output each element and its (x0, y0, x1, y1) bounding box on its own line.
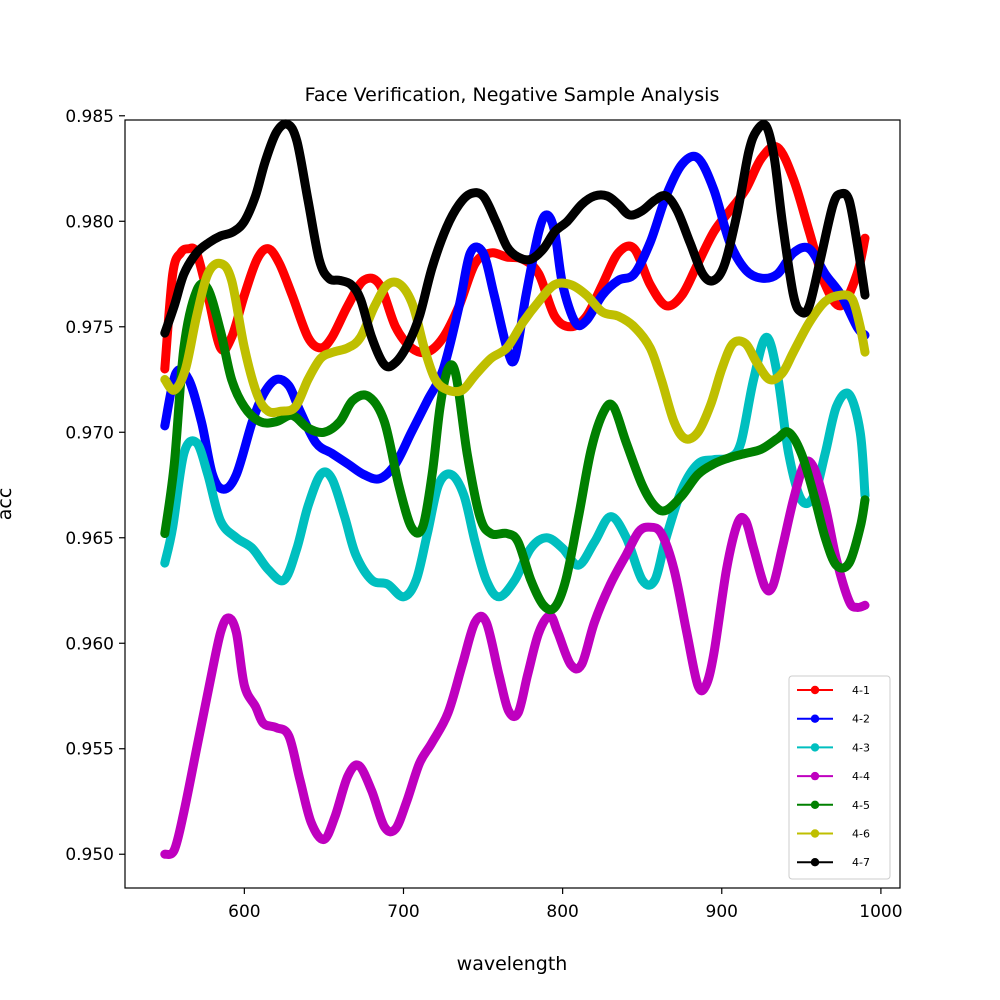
legend-label-4-5: 4-5 (852, 799, 870, 812)
y-axis-label: acc (0, 488, 16, 521)
legend-marker-4-1 (810, 685, 820, 695)
y-axis-ticks: 0.950 0.955 0.960 0.965 0.970 0.975 0.980 0.985 (65, 107, 125, 865)
x-tick-label-800: 800 (546, 902, 578, 922)
x-axis-ticks: 600 700 800 900 1000 (228, 888, 903, 922)
y-tick-label-7: 0.985 (65, 107, 114, 127)
legend-box (788, 675, 891, 880)
legend-marker-4-4 (810, 771, 820, 781)
x-axis-label: wavelength (457, 953, 568, 975)
y-tick-label-6: 0.980 (65, 212, 114, 232)
x-tick-label-1000: 1000 (859, 902, 902, 922)
y-tick-label-0: 0.950 (65, 845, 114, 865)
y-tick-label-3: 0.965 (65, 529, 114, 549)
series-line-4-6 (160, 258, 870, 444)
legend-label-4-1: 4-1 (852, 684, 870, 697)
legend-marker-4-6 (810, 829, 820, 838)
series-line-4-5 (160, 279, 870, 615)
legend-label-4-7: 4-7 (852, 856, 870, 869)
x-tick-label-600: 600 (228, 902, 260, 922)
series-layer (160, 119, 870, 859)
y-tick-label-2: 0.960 (65, 634, 114, 654)
chart-title: Face Verification, Negative Sample Analy… (305, 84, 720, 106)
series-line-4-2 (160, 151, 870, 494)
series-line-4-7 (160, 119, 870, 372)
legend: 4-1 4-2 4-3 4-4 4-5 4-6 4-7 (788, 675, 891, 880)
series-line-4-3 (160, 332, 870, 602)
x-tick-label-700: 700 (387, 902, 419, 922)
legend-marker-4-3 (810, 743, 820, 752)
legend-marker-4-5 (810, 800, 820, 809)
legend-label-4-4: 4-4 (852, 770, 870, 783)
legend-marker-4-2 (810, 714, 820, 723)
y-tick-label-5: 0.975 (65, 318, 114, 338)
plot-frame (124, 119, 901, 889)
legend-label-4-3: 4-3 (852, 741, 870, 754)
y-tick-label-1: 0.955 (65, 740, 114, 760)
legend-label-4-6: 4-6 (852, 828, 870, 841)
legend-label-4-2: 4-2 (852, 713, 870, 726)
series-line-4-4 (160, 456, 870, 859)
x-tick-label-900: 900 (706, 902, 738, 922)
y-tick-label-4: 0.970 (65, 423, 114, 443)
legend-marker-4-7 (810, 858, 820, 867)
